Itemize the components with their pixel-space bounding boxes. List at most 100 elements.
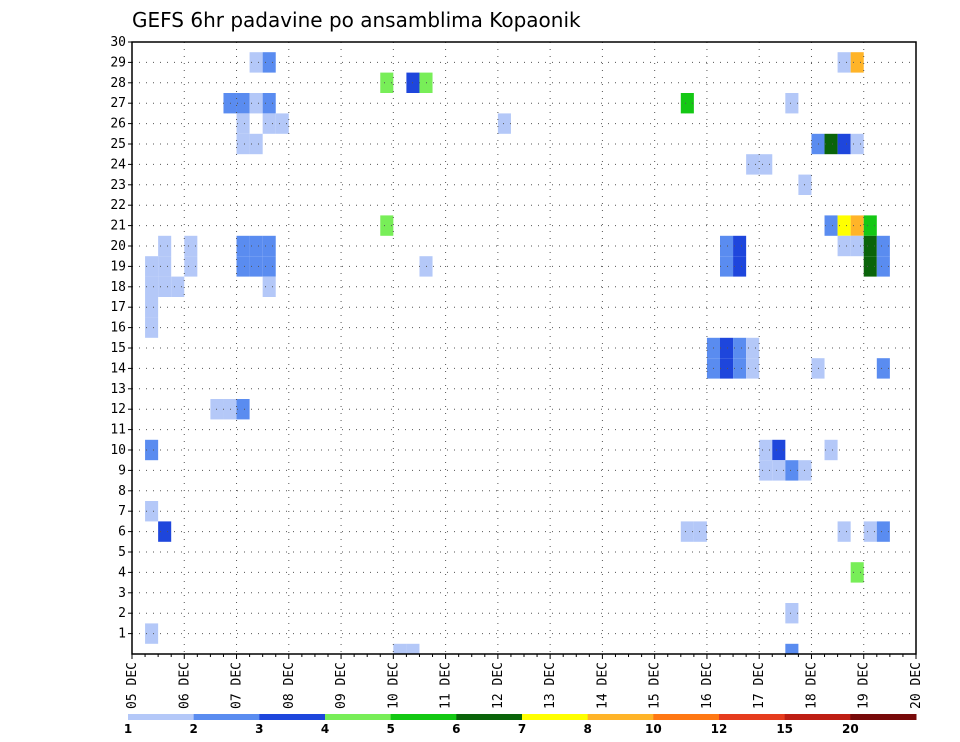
x-tick-label: 10 DEC bbox=[386, 662, 401, 709]
colorbar-swatch bbox=[653, 714, 720, 720]
colorbar-swatch bbox=[390, 714, 457, 720]
heatmap-cell bbox=[262, 113, 276, 134]
colorbar-label: 4 bbox=[321, 722, 329, 736]
heatmap-cell bbox=[145, 297, 159, 318]
heatmap-cell bbox=[759, 154, 773, 175]
colorbar-label: 8 bbox=[583, 722, 591, 736]
heatmap-cell bbox=[145, 256, 159, 277]
x-tick-label: 11 DEC bbox=[439, 662, 454, 709]
heatmap-cell bbox=[145, 439, 159, 461]
heatmap-cell bbox=[406, 643, 420, 654]
x-tick-label: 08 DEC bbox=[282, 662, 297, 709]
colorbar-swatch bbox=[719, 714, 786, 720]
heatmap-cell bbox=[249, 235, 263, 257]
heatmap-cell bbox=[380, 72, 394, 93]
y-tick-label: 13 bbox=[110, 382, 126, 397]
x-tick-label: 20 DEC bbox=[909, 662, 924, 709]
heatmap-cell bbox=[837, 215, 851, 236]
y-tick-label: 17 bbox=[110, 300, 126, 315]
heatmap-cell bbox=[236, 93, 250, 114]
heatmap-cell bbox=[824, 133, 838, 155]
y-tick-label: 16 bbox=[110, 321, 126, 336]
colorbar-swatch bbox=[193, 714, 260, 720]
y-tick-label: 20 bbox=[110, 239, 126, 254]
heatmap-cell bbox=[746, 154, 760, 175]
heatmap-cell bbox=[720, 235, 734, 257]
heatmap-cell bbox=[720, 337, 734, 359]
colorbar-label: 12 bbox=[711, 722, 728, 736]
heatmap-cell bbox=[876, 235, 890, 257]
heatmap-cell bbox=[733, 235, 747, 257]
x-tick-label: 15 DEC bbox=[648, 662, 663, 709]
x-tick-label: 18 DEC bbox=[804, 662, 819, 709]
y-tick-label: 21 bbox=[110, 219, 126, 234]
x-tick-label: 13 DEC bbox=[543, 662, 558, 709]
heatmap-cell bbox=[693, 521, 707, 542]
colorbar-label: 5 bbox=[386, 722, 394, 736]
x-tick-label: 16 DEC bbox=[700, 662, 715, 709]
heatmap-cell bbox=[876, 358, 890, 379]
x-tick-label: 07 DEC bbox=[230, 662, 245, 709]
heatmap-cell bbox=[746, 337, 760, 359]
colorbar-label: 3 bbox=[255, 722, 263, 736]
chart-title: GEFS 6hr padavine po ansamblima Kopaonik bbox=[132, 8, 581, 32]
colorbar-label: 7 bbox=[518, 722, 526, 736]
heatmap-cell bbox=[236, 235, 250, 257]
heatmap-cell bbox=[759, 460, 773, 481]
heatmap-cell bbox=[785, 603, 799, 624]
heatmap-cell bbox=[380, 215, 394, 236]
heatmap-cell bbox=[772, 439, 786, 461]
y-tick-label: 3 bbox=[118, 586, 126, 601]
y-tick-label: 19 bbox=[110, 259, 126, 274]
heatmap-cell bbox=[262, 93, 276, 114]
heatmap-cell bbox=[249, 256, 263, 277]
heatmap-cell bbox=[236, 133, 250, 155]
heatmap-cell bbox=[262, 256, 276, 277]
heatmap-cell bbox=[497, 113, 511, 134]
heatmap-cell bbox=[746, 358, 760, 379]
x-tick-label: 09 DEC bbox=[334, 662, 349, 709]
heatmap-cell bbox=[680, 93, 694, 114]
heatmap-cell bbox=[759, 439, 773, 461]
heatmap-cells bbox=[145, 52, 890, 654]
y-tick-label: 11 bbox=[110, 423, 126, 438]
heatmap-cell bbox=[720, 358, 734, 379]
colorbar-swatch bbox=[784, 714, 851, 720]
heatmap-cell bbox=[275, 113, 289, 134]
y-tick-label: 30 bbox=[110, 35, 126, 50]
heatmap-cell bbox=[850, 235, 864, 257]
y-tick-label: 23 bbox=[110, 178, 126, 193]
y-tick-label: 24 bbox=[110, 157, 126, 172]
y-tick-label: 9 bbox=[118, 463, 126, 478]
colorbar-swatch bbox=[587, 714, 654, 720]
heatmap-cell bbox=[876, 256, 890, 277]
heatmap-cell bbox=[184, 235, 198, 257]
colorbar-label: 6 bbox=[452, 722, 460, 736]
y-tick-label: 28 bbox=[110, 76, 126, 91]
heatmap-cell bbox=[145, 317, 159, 338]
y-tick-label: 8 bbox=[118, 484, 126, 499]
heatmap-cell bbox=[863, 256, 877, 277]
colorbar-label: 1 bbox=[124, 722, 132, 736]
heatmap-cell bbox=[158, 521, 172, 542]
y-tick-label: 10 bbox=[110, 443, 126, 458]
heatmap-cell bbox=[145, 276, 159, 297]
heatmap-cell bbox=[837, 235, 851, 257]
x-tick-label: 06 DEC bbox=[177, 662, 192, 709]
heatmap-cell bbox=[171, 276, 185, 297]
y-tick-label: 18 bbox=[110, 280, 126, 295]
y-tick-label: 7 bbox=[118, 504, 126, 519]
y-tick-label: 1 bbox=[118, 627, 126, 642]
heatmap-cell bbox=[850, 215, 864, 236]
heatmap-cell bbox=[236, 113, 250, 134]
heatmap-cell bbox=[262, 276, 276, 297]
y-tick-label: 15 bbox=[110, 341, 126, 356]
heatmap-cell bbox=[772, 460, 786, 481]
heatmap-cell bbox=[785, 460, 799, 481]
colorbar: 1 2 3 4 5 6 7 8 10 12 15 20 bbox=[124, 714, 917, 736]
heatmap-cell bbox=[145, 501, 159, 522]
heatmap-cell bbox=[850, 562, 864, 583]
x-tick-label: 14 DEC bbox=[595, 662, 610, 709]
heatmap-cell bbox=[236, 399, 250, 420]
